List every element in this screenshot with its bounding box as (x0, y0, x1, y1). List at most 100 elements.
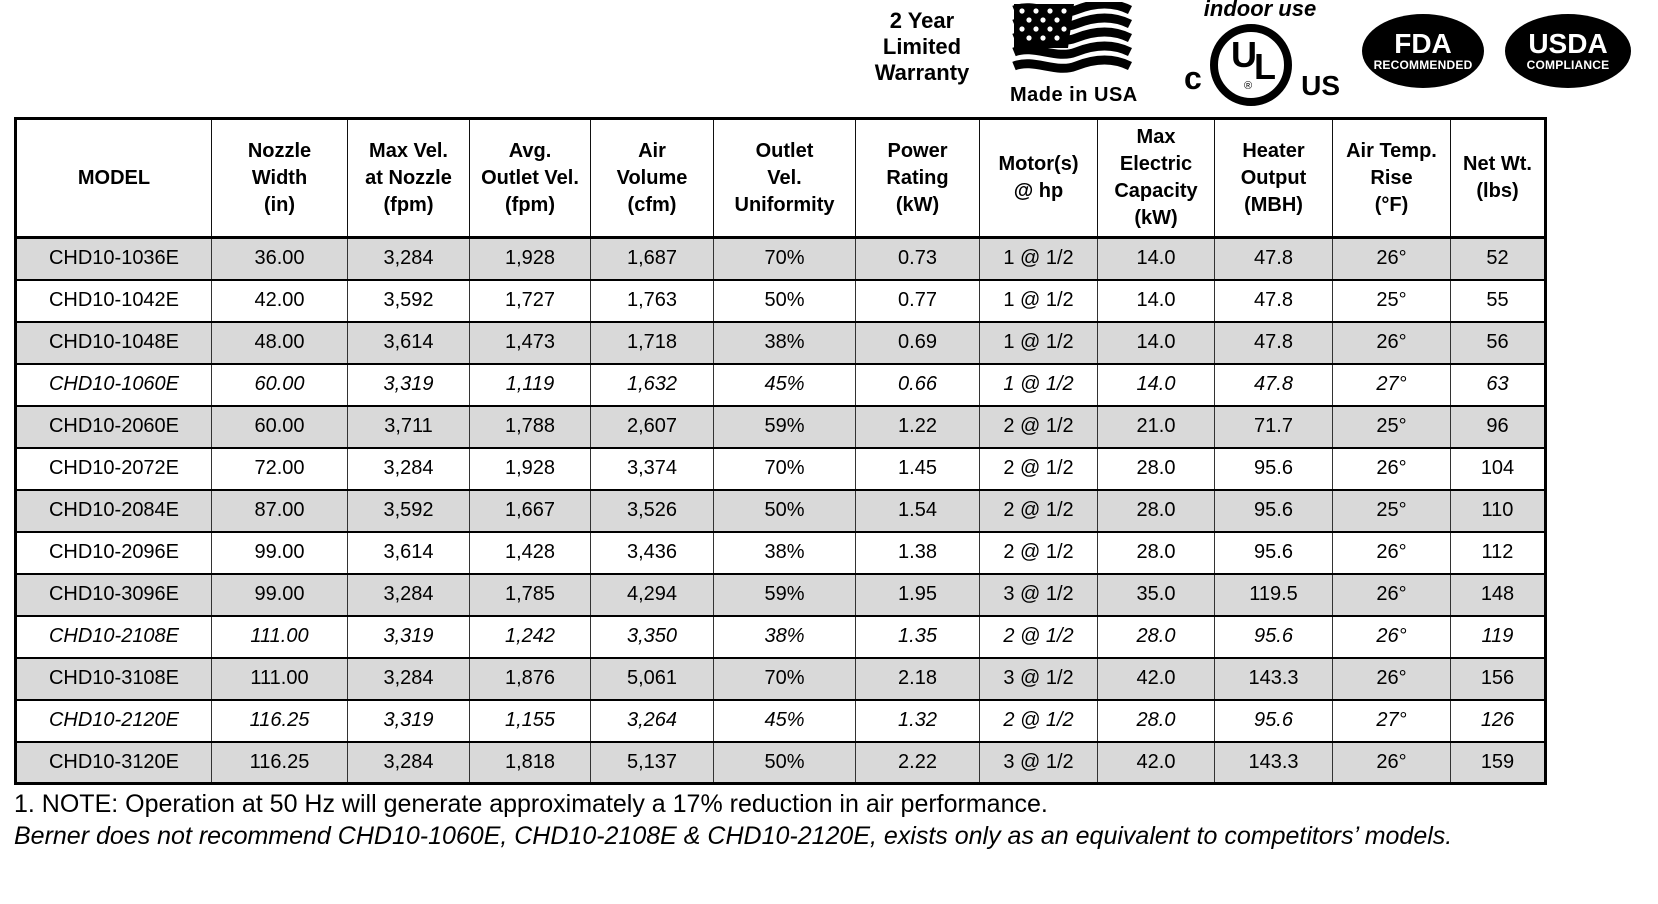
data-cell: 26° (1332, 740, 1451, 784)
data-cell: 110 (1450, 488, 1546, 532)
data-cell: 1.35 (855, 614, 980, 658)
data-cell: 95.6 (1214, 698, 1333, 742)
data-cell: 38% (713, 614, 856, 658)
data-cell: 156 (1450, 656, 1546, 700)
data-cell: 1.38 (855, 530, 980, 574)
data-cell: 26° (1332, 320, 1451, 364)
data-cell: 1 @ 1/2 (979, 320, 1098, 364)
data-cell: 4,294 (590, 572, 714, 616)
table-row: CHD10-1042E 42.00 3,592 1,727 1,763 50% 0.77 1 … (15, 278, 1546, 322)
note-50hz: 1. NOTE: Operation at 50 Hz will generat… (14, 790, 1048, 818)
usda-title: USDA (1528, 27, 1608, 59)
data-cell: 42.0 (1097, 740, 1215, 784)
c-ul-us-mark: c U L ® US (1178, 22, 1342, 112)
data-cell: 14.0 (1097, 278, 1215, 322)
data-cell: 27° (1332, 698, 1451, 742)
data-cell: 1.45 (855, 446, 980, 490)
data-cell: 143.3 (1214, 740, 1333, 784)
table-row: CHD10-2096E 99.00 3,614 1,428 3,436 38% 1.38 2 … (15, 530, 1546, 574)
data-cell: 5,137 (590, 740, 714, 784)
data-cell: 26° (1332, 572, 1451, 616)
data-cell: 1.95 (855, 572, 980, 616)
data-cell: 1,428 (469, 530, 591, 574)
data-cell: 2 @ 1/2 (979, 614, 1098, 658)
data-cell: 95.6 (1214, 614, 1333, 658)
data-cell: 56 (1450, 320, 1546, 364)
data-cell: 1,687 (590, 236, 714, 280)
data-cell: 126 (1450, 698, 1546, 742)
fda-subtitle: RECOMMENDED (1373, 57, 1473, 72)
data-cell: 1 @ 1/2 (979, 278, 1098, 322)
table-row: CHD10-2072E 72.00 3,284 1,928 3,374 70% 1.45 2 … (15, 446, 1546, 490)
data-cell: 21.0 (1097, 404, 1215, 448)
model-cell: CHD10-2120E (15, 698, 212, 742)
column-header-0: MODEL (15, 118, 212, 239)
data-cell: 25° (1332, 278, 1451, 322)
data-cell: 96 (1450, 404, 1546, 448)
data-cell: 148 (1450, 572, 1546, 616)
data-cell: 28.0 (1097, 614, 1215, 658)
data-cell: 95.6 (1214, 446, 1333, 490)
data-cell: 14.0 (1097, 362, 1215, 406)
data-cell: 47.8 (1214, 320, 1333, 364)
footnotes: 1. NOTE: Operation at 50 Hz will generat… (14, 788, 1658, 852)
data-cell: 47.8 (1214, 236, 1333, 280)
data-cell: 26° (1332, 614, 1451, 658)
data-cell: 28.0 (1097, 446, 1215, 490)
data-cell: 70% (713, 446, 856, 490)
usda-subtitle: COMPLIANCE (1526, 57, 1610, 72)
data-cell: 2 @ 1/2 (979, 446, 1098, 490)
table-row: CHD10-2084E 87.00 3,592 1,667 3,526 50% 1.54 2 … (15, 488, 1546, 532)
data-cell: 119 (1450, 614, 1546, 658)
data-cell: 28.0 (1097, 698, 1215, 742)
column-header-9: Heater Output (MBH) (1214, 118, 1333, 239)
data-cell: 3,284 (347, 236, 470, 280)
ul-letter-u: U (1231, 34, 1257, 75)
model-cell: CHD10-1036E (15, 236, 212, 280)
data-cell: 38% (713, 320, 856, 364)
data-cell: 50% (713, 740, 856, 784)
data-cell: 99.00 (211, 530, 348, 574)
data-cell: 3,436 (590, 530, 714, 574)
data-cell: 28.0 (1097, 530, 1215, 574)
data-cell: 1,928 (469, 446, 591, 490)
data-cell: 112 (1450, 530, 1546, 574)
data-cell: 116.25 (211, 740, 348, 784)
ul-canada-label: c (1184, 60, 1202, 96)
header-row: MODEL Nozzle Width (in) Max Vel. at Nozzle… (15, 118, 1546, 239)
data-cell: 60.00 (211, 404, 348, 448)
data-cell: 26° (1332, 530, 1451, 574)
model-cell: CHD10-1048E (15, 320, 212, 364)
data-cell: 45% (713, 362, 856, 406)
certification-badge-header: 2 Year Limited Warranty Made in USA indo… (0, 0, 1658, 116)
data-cell: 50% (713, 278, 856, 322)
data-cell: 1,632 (590, 362, 714, 406)
data-cell: 1,818 (469, 740, 591, 784)
data-cell: 111.00 (211, 656, 348, 700)
ul-us-label: US (1301, 70, 1340, 101)
usda-compliance-badge: USDA COMPLIANCE (1505, 14, 1631, 88)
data-cell: 1 @ 1/2 (979, 362, 1098, 406)
data-cell: 63 (1450, 362, 1546, 406)
data-cell: 0.73 (855, 236, 980, 280)
data-cell: 72.00 (211, 446, 348, 490)
warranty-line-3: Warranty (874, 60, 970, 85)
model-cell: CHD10-2108E (15, 614, 212, 658)
data-cell: 35.0 (1097, 572, 1215, 616)
note-not-recommended: Berner does not recommend CHD10-1060E, C… (14, 822, 1453, 850)
table-row: CHD10-1048E 48.00 3,614 1,473 1,718 38% 0.69 1 … (15, 320, 1546, 364)
data-cell: 1,788 (469, 404, 591, 448)
data-cell: 0.69 (855, 320, 980, 364)
warranty-line-1: 2 Year (889, 8, 955, 33)
data-cell: 55 (1450, 278, 1546, 322)
data-cell: 3,284 (347, 740, 470, 784)
data-cell: 1,155 (469, 698, 591, 742)
data-cell: 50% (713, 488, 856, 532)
data-cell: 3 @ 1/2 (979, 572, 1098, 616)
data-cell: 47.8 (1214, 362, 1333, 406)
data-cell: 70% (713, 656, 856, 700)
data-cell: 47.8 (1214, 278, 1333, 322)
data-cell: 1.22 (855, 404, 980, 448)
data-cell: 25° (1332, 488, 1451, 532)
data-cell: 1,785 (469, 572, 591, 616)
